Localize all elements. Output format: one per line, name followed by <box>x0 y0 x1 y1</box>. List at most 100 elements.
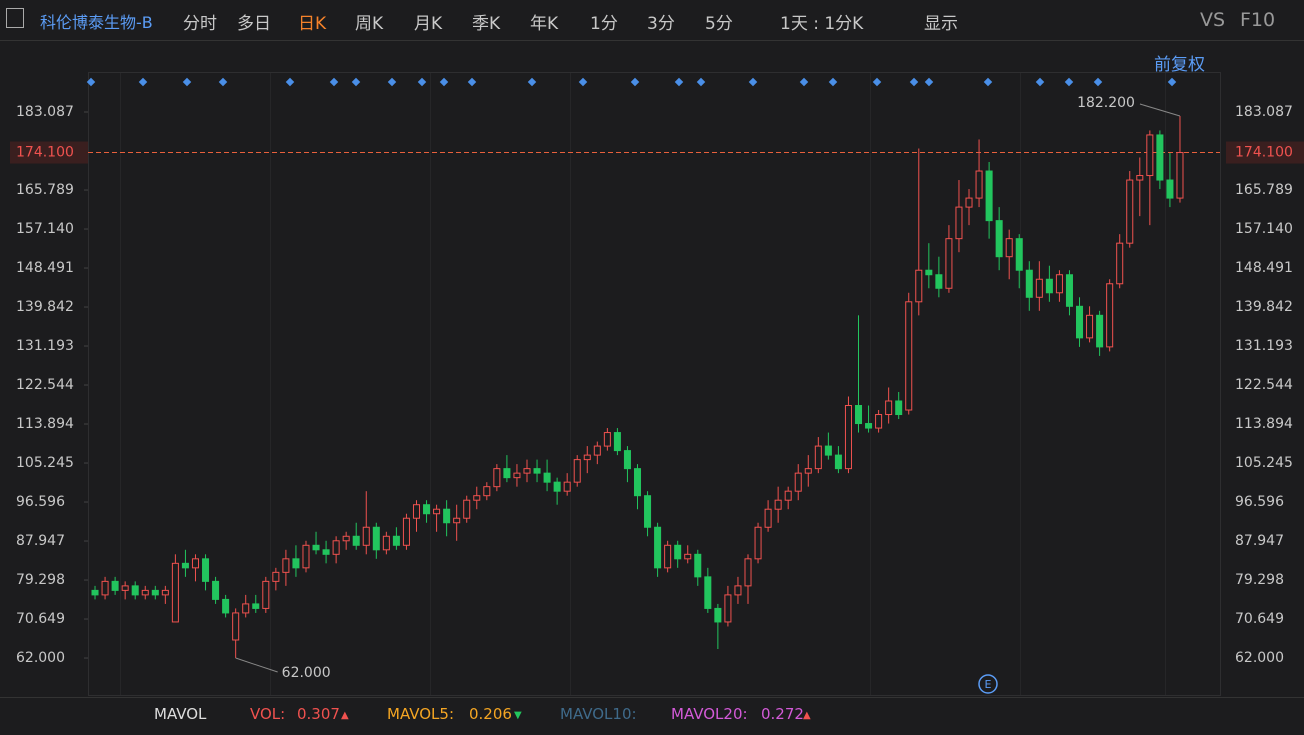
candle-body <box>965 197 973 208</box>
candle-body <box>1055 274 1063 294</box>
event-dot <box>828 77 838 87</box>
candle-body <box>684 553 692 560</box>
y-tick-label: 139.842 <box>16 299 74 315</box>
candle-body <box>222 598 230 614</box>
candle-body <box>1176 152 1184 199</box>
candle-body <box>232 612 240 641</box>
candle-body <box>161 589 169 596</box>
stock-name[interactable]: 科伦博泰生物-B <box>40 13 153 32</box>
y-tick-label: 122.544 <box>16 377 74 393</box>
candle-body <box>875 414 883 429</box>
candle-body <box>352 535 360 546</box>
y-tick-label-right: 131.193 <box>1235 338 1293 354</box>
y-tick-label: 131.193 <box>16 338 74 354</box>
event-dot <box>630 77 640 87</box>
candle-body <box>935 274 943 289</box>
y-tick-label-right: 113.894 <box>1235 416 1293 432</box>
low-pointer <box>235 657 278 673</box>
period-tab[interactable]: 5分 <box>705 14 733 34</box>
event-dot <box>218 77 228 87</box>
candle-body <box>583 454 591 461</box>
candle-body <box>181 562 189 569</box>
candle-body <box>312 544 320 551</box>
adjust-button[interactable]: 前复权 <box>1154 55 1205 75</box>
candle-body <box>774 499 782 510</box>
y-tick-label-right: 148.491 <box>1235 260 1293 276</box>
candle-body <box>503 468 511 479</box>
candle-body <box>654 526 662 569</box>
candle-body <box>945 238 953 289</box>
period-tab[interactable]: 1分 <box>590 14 618 34</box>
candle-body <box>121 585 129 591</box>
period-tab[interactable]: 3分 <box>647 14 675 34</box>
event-marker[interactable] <box>978 674 998 694</box>
candle-body <box>633 468 642 497</box>
candle-body <box>1116 242 1124 285</box>
candle-body <box>382 535 390 551</box>
candle-body <box>1096 314 1104 348</box>
event-dot <box>909 77 919 87</box>
y-tick-label: 62.000 <box>16 650 65 666</box>
candle-body <box>212 580 220 600</box>
candle-body <box>302 544 310 569</box>
y-tick-label: 183.087 <box>16 104 74 120</box>
current-price-label-right: 174.100 <box>1235 145 1293 161</box>
candle-body <box>824 445 832 456</box>
panel-icon[interactable] <box>6 8 24 28</box>
candle-body <box>834 454 842 470</box>
event-dot <box>1167 77 1177 87</box>
candle-body <box>1035 278 1043 298</box>
candle-body <box>613 432 621 452</box>
candle-body <box>704 576 712 609</box>
candle-body <box>865 423 873 429</box>
period-tab[interactable]: 多日 <box>237 14 271 34</box>
candle-body <box>603 432 611 447</box>
event-dot <box>748 77 758 87</box>
candle-body <box>724 594 732 623</box>
candle-body <box>1086 314 1094 339</box>
display-menu[interactable]: 显示 <box>924 14 958 34</box>
candle-body <box>131 585 139 596</box>
period-tab[interactable]: 月K <box>414 14 443 34</box>
y-tick-label-right: 105.245 <box>1235 455 1293 471</box>
candle-body <box>734 585 742 596</box>
event-dot <box>285 77 295 87</box>
candle-body <box>1166 179 1174 199</box>
vol-label: VOL: <box>250 705 286 723</box>
indicator-name[interactable]: MAVOL <box>154 705 207 723</box>
candle-body <box>1106 283 1114 348</box>
candle-body <box>593 445 601 456</box>
f10-button[interactable]: F10 <box>1240 9 1276 31</box>
y-tick-label-right: 122.544 <box>1235 377 1293 393</box>
candle-body <box>925 269 933 276</box>
candle-body <box>573 459 581 483</box>
candle-body <box>513 472 521 479</box>
candle-body <box>895 400 903 416</box>
y-tick-label-right: 157.140 <box>1235 221 1293 237</box>
candle-body <box>1005 238 1013 258</box>
candle-body <box>784 490 792 501</box>
candle-body <box>1065 274 1073 307</box>
candle-body <box>202 558 210 582</box>
candle-body <box>342 535 350 542</box>
period-tab[interactable]: 分时 <box>183 14 217 34</box>
candle-body <box>975 170 983 199</box>
period-tab[interactable]: 周K <box>355 14 384 34</box>
event-dot <box>799 77 809 87</box>
current-price-box-right <box>1226 141 1304 164</box>
period-tab[interactable]: 季K <box>472 14 501 34</box>
period-select[interactable]: 1天 : 1分K <box>780 14 864 34</box>
event-dot <box>578 77 588 87</box>
y-tick-label-right: 62.000 <box>1235 650 1284 666</box>
candle-body <box>191 558 199 569</box>
candle-body <box>694 553 702 578</box>
candle-body <box>844 405 852 470</box>
y-tick-label: 113.894 <box>16 416 74 432</box>
period-tab[interactable]: 日K <box>298 14 327 34</box>
event-dot <box>872 77 882 87</box>
event-dot <box>924 77 934 87</box>
vs-button[interactable]: VS <box>1200 9 1226 31</box>
candle-body <box>443 508 451 524</box>
y-tick-label: 96.596 <box>16 494 65 510</box>
period-tab[interactable]: 年K <box>530 14 559 34</box>
